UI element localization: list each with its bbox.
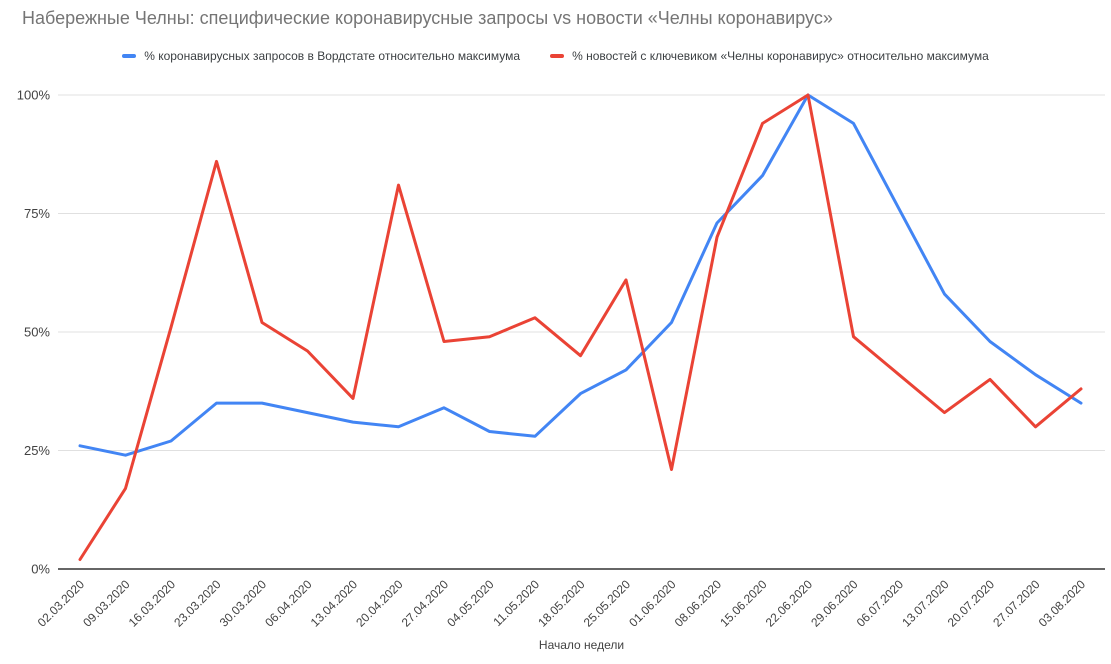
x-tick-label: 25.05.2020 bbox=[581, 577, 634, 630]
series-line-0 bbox=[78, 93, 1083, 457]
x-axis-title: Начало недели bbox=[539, 638, 624, 652]
x-tick-label: 02.03.2020 bbox=[35, 577, 88, 630]
legend-marker-blue-icon bbox=[122, 54, 137, 58]
x-tick-label: 13.04.2020 bbox=[308, 577, 361, 630]
legend-label-wordstat: % коронавирусных запросов в Вордстате от… bbox=[144, 49, 521, 63]
y-tick-label: 75% bbox=[24, 206, 50, 221]
x-tick-label: 20.04.2020 bbox=[353, 577, 406, 630]
legend-label-news: % новостей с ключевиком «Челны коронавир… bbox=[572, 49, 989, 63]
x-tick-label: 04.05.2020 bbox=[444, 577, 497, 630]
y-tick-label: 25% bbox=[24, 443, 50, 458]
legend-item-news: % новостей с ключевиком «Челны коронавир… bbox=[550, 49, 989, 63]
x-tick-label: 06.07.2020 bbox=[854, 577, 907, 630]
x-tick-label: 09.03.2020 bbox=[80, 577, 133, 630]
x-tick-label: 08.06.2020 bbox=[672, 577, 725, 630]
legend-item-wordstat: % коронавирусных запросов в Вордстате от… bbox=[122, 49, 520, 63]
legend-marker-red-icon bbox=[550, 54, 565, 58]
x-tick-label: 20.07.2020 bbox=[945, 577, 998, 630]
chart-legend: % коронавирусных запросов в Вордстате от… bbox=[0, 49, 1111, 63]
x-tick-label: 27.04.2020 bbox=[399, 577, 452, 630]
y-tick-label: 100% bbox=[17, 88, 51, 103]
x-tick-label: 03.08.2020 bbox=[1036, 577, 1089, 630]
y-tick-label: 0% bbox=[31, 562, 50, 577]
x-tick-label: 27.07.2020 bbox=[990, 577, 1043, 630]
x-tick-label: 01.06.2020 bbox=[626, 577, 679, 630]
x-tick-label: 11.05.2020 bbox=[490, 577, 542, 629]
x-tick-label: 23.03.2020 bbox=[171, 577, 224, 630]
x-tick-label: 15.06.2020 bbox=[717, 577, 770, 630]
x-tick-label: 06.04.2020 bbox=[262, 577, 315, 630]
y-tick-label: 50% bbox=[24, 325, 50, 340]
chart-title: Набережные Челны: специфические коронави… bbox=[22, 8, 833, 28]
x-tick-label: 29.06.2020 bbox=[808, 577, 861, 630]
x-tick-label: 16.03.2020 bbox=[126, 577, 179, 630]
x-tick-label: 13.07.2020 bbox=[899, 577, 952, 630]
x-tick-label: 18.05.2020 bbox=[535, 577, 588, 630]
series-line-1 bbox=[78, 93, 1083, 561]
x-tick-label: 22.06.2020 bbox=[763, 577, 816, 630]
x-tick-label: 30.03.2020 bbox=[217, 577, 270, 630]
